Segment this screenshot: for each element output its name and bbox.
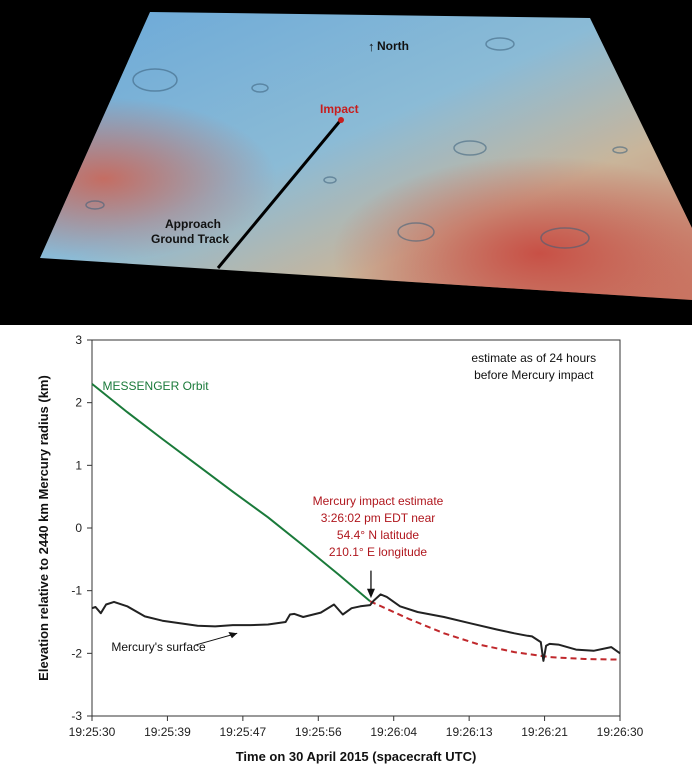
surface-pointer-arrowhead [228,632,238,639]
x-tick-label: 19:26:04 [370,725,417,739]
crater [540,227,590,249]
chart-labels: 3 2 1 0 -1 -2 -3 19:25:30 19:25:39 19:25:47 19:25:… [36,333,644,764]
crater [85,200,105,210]
series-line-0 [91,383,371,603]
chart-series [91,383,621,662]
y-axis-label: Elevation relative to 2440 km Mercury ra… [36,375,51,681]
estimate-note-line: before Mercury impact [474,368,594,382]
chart-svg: 3 2 1 0 -1 -2 -3 19:25:30 19:25:39 19:25:47 19:25:… [36,333,644,764]
impact-pointer-arrowhead [366,588,375,599]
terrain-svg: Impact ↑ North Approach Ground Track [40,12,692,300]
y-tick-label: 2 [75,396,82,410]
x-tick-label: 19:26:13 [446,725,493,739]
x-tick-label: 19:25:47 [219,725,266,739]
surface-pointer-line [194,632,238,646]
x-tick-label: 19:26:30 [597,725,644,739]
y-tick-label: -3 [71,709,82,723]
estimate-note-line: estimate as of 24 hours [471,351,596,365]
y-tick-label: 0 [75,521,82,535]
crater [132,68,178,92]
mercury-terrain-image: Impact ↑ North Approach Ground Track [0,0,692,325]
x-tick-label: 19:25:30 [69,725,116,739]
impact-estimate-line: 54.4° N latitude [337,528,420,542]
north-label: North [377,39,409,53]
impact-point-marker [338,117,344,123]
crater [251,83,269,93]
y-tick-label: 3 [75,333,82,347]
impact-estimate-line: 3:26:02 pm EDT near [321,511,436,525]
crater [485,37,515,51]
elevation-chart: 3 2 1 0 -1 -2 -3 19:25:30 19:25:39 19:25:47 19:25:… [0,325,692,768]
y-tick-label: 1 [75,458,82,472]
approach-ground-track-line [216,120,342,269]
series-line-2 [91,593,621,662]
track-label-line1: Approach [165,217,221,231]
crater [612,146,628,154]
north-arrow-icon: ↑ [368,39,375,54]
crater [323,176,337,184]
surface-series-label: Mercury's surface [111,640,206,654]
x-tick-label: 19:25:39 [144,725,191,739]
series-line-1 [369,600,621,661]
impact-label: Impact [320,102,359,116]
x-axis-label: Time on 30 April 2015 (spacecraft UTC) [236,749,477,764]
crater [397,222,435,242]
orbit-series-label: MESSENGER Orbit [103,379,210,393]
impact-estimate-line: Mercury impact estimate [313,494,444,508]
y-tick-label: -2 [71,646,82,660]
y-tick-label: -1 [71,584,82,598]
x-tick-label: 19:26:21 [521,725,568,739]
track-label-line2: Ground Track [151,232,229,246]
crater [453,140,487,156]
chart-frame [87,339,621,721]
x-tick-label: 19:25:56 [295,725,342,739]
impact-estimate-line: 210.1° E longitude [329,545,428,559]
